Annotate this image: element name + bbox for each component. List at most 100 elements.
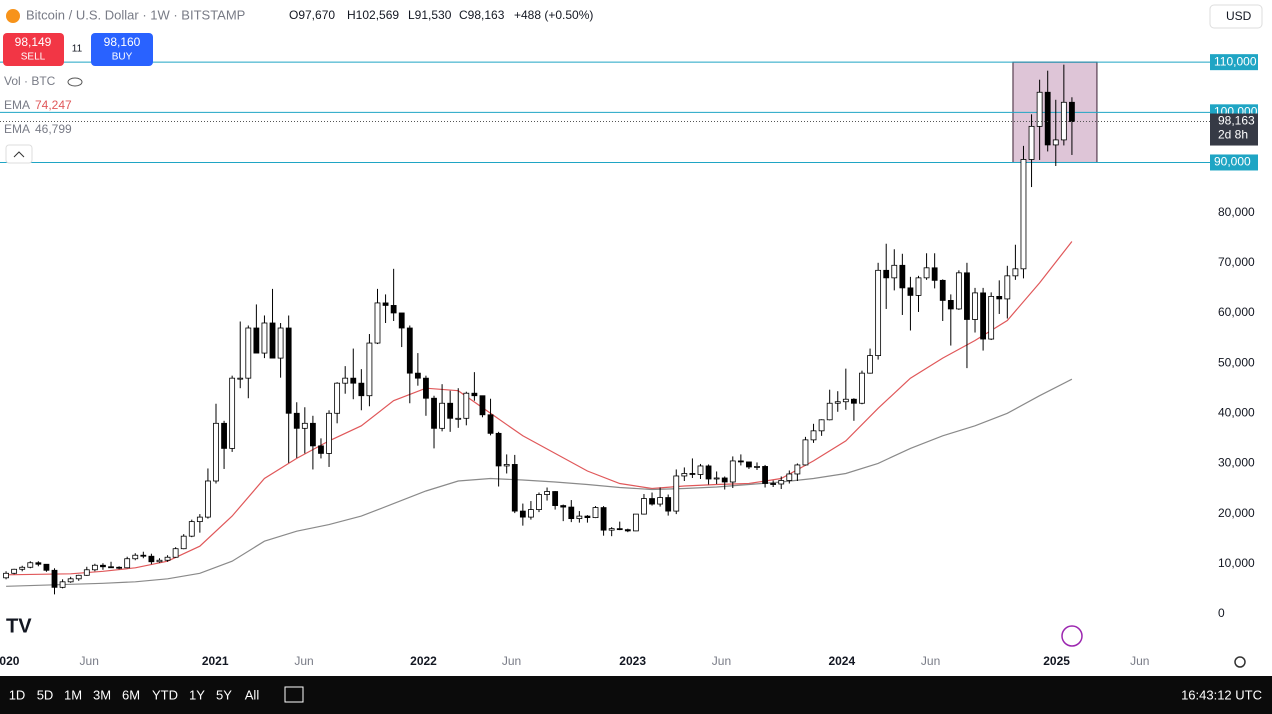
candle-body (600, 507, 607, 531)
candle-body (560, 505, 567, 508)
candle-body (883, 269, 890, 279)
candle-body (519, 510, 526, 518)
x-tick-label: Jun (712, 654, 731, 668)
range-button[interactable]: 1M (64, 687, 82, 702)
candle-body (431, 397, 437, 429)
candle-body (1044, 91, 1051, 146)
settings-icon[interactable] (1234, 656, 1246, 668)
candle-body (479, 395, 486, 416)
plot-area: 0 10,000 20,000 30,000 40,000 50,000 60,000 70,… (0, 61, 1255, 668)
candle-body (253, 327, 260, 354)
candle-body (334, 382, 341, 414)
candle-body (390, 305, 397, 314)
candle-body (988, 296, 995, 340)
x-tick-label: 2024 (828, 654, 855, 668)
candle-body (180, 535, 187, 550)
candle-body (293, 412, 300, 429)
candle-body (834, 401, 841, 404)
candle-body (277, 327, 284, 359)
candle-body (528, 509, 534, 518)
collapse-button[interactable] (5, 144, 33, 164)
candle-body (713, 477, 720, 480)
candle-body (632, 513, 639, 532)
candle-body (19, 566, 26, 570)
sell-button[interactable] (3, 33, 64, 66)
candle-body (915, 277, 922, 296)
clock: 16:43:12 UTC (1181, 687, 1262, 702)
ema-slow-name: EMA (4, 122, 30, 136)
hline-label: 110,000 (1214, 54, 1257, 68)
candle-body (350, 377, 357, 384)
range-button[interactable]: 5Y (216, 687, 232, 702)
hline-label-box (1210, 154, 1258, 171)
candle-body (1028, 125, 1035, 160)
candle-body (955, 272, 962, 310)
candle-body (721, 477, 728, 483)
x-tick-label: 2025 (1043, 654, 1070, 668)
hide-icon[interactable] (67, 77, 83, 87)
candle-body (536, 494, 542, 510)
compare-icon[interactable] (284, 686, 304, 703)
candle-body (237, 377, 244, 380)
candle-body (972, 292, 978, 320)
candle-body (245, 327, 252, 379)
buy-button[interactable] (91, 33, 153, 66)
candle-body (213, 422, 219, 482)
candle-body (568, 506, 575, 520)
candle-body (923, 267, 930, 279)
candle-body (374, 302, 381, 344)
symbol: Bitcoin / U.S. Dollar · 1W · BITSTAMP (26, 7, 245, 22)
candle-body (156, 559, 163, 563)
range-button[interactable]: YTD (152, 687, 178, 702)
candle-body (35, 562, 42, 565)
candle-body (980, 292, 986, 340)
range-button[interactable]: 1D (9, 687, 26, 702)
candle-body (931, 267, 938, 281)
candle-body (67, 578, 74, 583)
ema-fast-name: EMA (4, 98, 30, 112)
ai-icon[interactable] (1061, 625, 1083, 647)
candle-body (358, 382, 365, 397)
range-button[interactable]: 1Y (189, 687, 205, 702)
x-tick-label: Jun (1130, 654, 1149, 668)
range-button[interactable]: 6M (122, 687, 140, 702)
candle-body (439, 402, 445, 429)
hline-label-box (1210, 54, 1258, 71)
candle-body (810, 430, 817, 441)
candle-body (592, 507, 599, 519)
candle-body (116, 566, 123, 569)
countdown: 2d 8h (1218, 128, 1248, 142)
candle-body (1069, 101, 1075, 122)
y-tick-label: 60,000 (1218, 305, 1255, 319)
x-tick-label: Jun (921, 654, 940, 668)
candle-body (681, 473, 688, 477)
y-tick-label: 50,000 (1218, 355, 1255, 369)
candle-body (285, 327, 292, 414)
coin-icon (6, 9, 20, 23)
candle-body (414, 372, 421, 379)
x-tick-label: Jun (502, 654, 521, 668)
volume-label: Vol · BTC (4, 74, 56, 88)
range-button[interactable]: 5D (37, 687, 54, 702)
candle-body (778, 480, 785, 485)
range-button[interactable]: 3M (93, 687, 111, 702)
candle-body (947, 300, 954, 310)
candle-body (641, 498, 647, 515)
x-tick-label: 2021 (202, 654, 229, 668)
bottom-toolbar (0, 676, 1272, 714)
collapse-icon (13, 151, 25, 158)
candle-body (382, 302, 389, 306)
candle-body (398, 312, 405, 329)
candle-body (455, 417, 462, 420)
candle-body (108, 566, 114, 569)
candle-body (964, 272, 970, 320)
candle-body (229, 377, 236, 449)
candle-body (269, 322, 276, 359)
candle-body (907, 287, 914, 296)
candle-body (665, 497, 672, 512)
ema-fast-value: 74,247 (35, 98, 72, 112)
candle-body (544, 491, 550, 495)
currency-button[interactable] (1209, 4, 1263, 29)
range-button[interactable]: All (245, 687, 260, 702)
